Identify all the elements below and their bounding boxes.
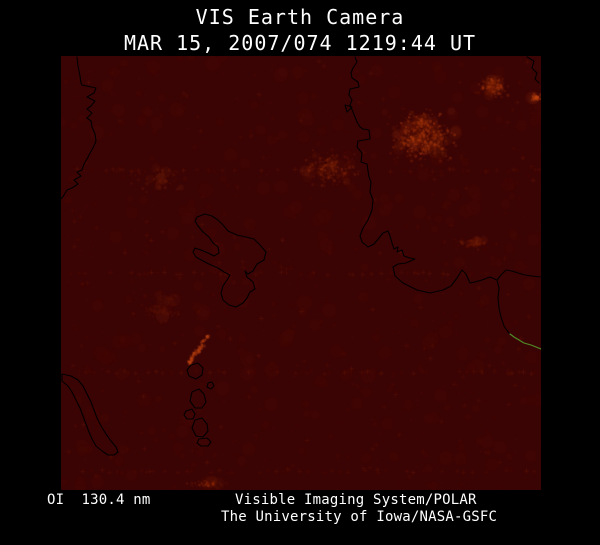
coastline-central <box>348 56 541 294</box>
coastline-corner-fragment <box>526 56 540 84</box>
credit-line-1: Visible Imaging System/POLAR <box>235 492 477 508</box>
timestamp-label: MAR 15, 2007/074 1219:44 UT <box>123 31 477 55</box>
coast-branch-south <box>496 279 511 335</box>
island-blob <box>191 417 209 438</box>
coastline-peninsula <box>61 373 119 456</box>
earth-image-canvas <box>61 56 541 490</box>
credit-line-2: The University of Iowa/NASA-GSFC <box>221 509 498 525</box>
wavelength-label: OI 130.4 nm <box>47 492 151 508</box>
earth-image-frame <box>61 56 541 490</box>
coastline-left <box>61 56 97 200</box>
island-blob <box>183 408 196 420</box>
island-blob <box>189 388 207 409</box>
islet-triangle <box>344 104 353 113</box>
island-blob <box>206 381 215 390</box>
lake-outline <box>192 213 267 308</box>
coastline-overlay <box>61 56 541 456</box>
island-blob <box>186 362 204 380</box>
island-blob <box>196 437 212 447</box>
terminator-line <box>509 333 541 350</box>
page-title: VIS Earth Camera <box>195 5 405 29</box>
